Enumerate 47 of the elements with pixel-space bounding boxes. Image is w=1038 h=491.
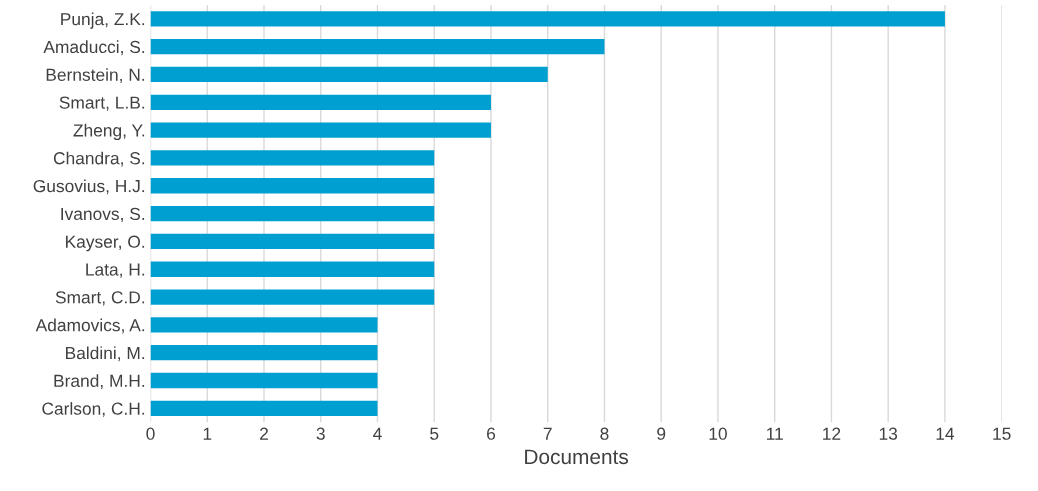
y-tick-label: Lata, H. <box>86 263 145 278</box>
y-tick-label: Adamovics, A. <box>35 318 145 334</box>
x-tick-label: 1 <box>203 427 212 440</box>
bar <box>150 372 378 389</box>
y-tick-label: Baldini, M. <box>66 346 145 362</box>
bar <box>150 261 435 277</box>
x-tick-label: 0 <box>146 427 155 440</box>
y-tick-label: Ivanovs, S. <box>61 207 145 223</box>
x-tick-label: 8 <box>600 427 609 440</box>
y-tick-label: Amaducci, S. <box>43 40 145 56</box>
bar <box>150 289 435 305</box>
bar <box>150 94 491 110</box>
x-tick-label: 3 <box>316 427 325 440</box>
bar <box>150 122 491 138</box>
x-tick-label: 14 <box>936 427 955 440</box>
y-tick-label: Chandra, S. <box>53 151 145 167</box>
y-tick-label: Zheng, Y. <box>73 123 145 141</box>
x-tick-label: 2 <box>260 427 268 440</box>
x-tick-label: 11 <box>767 427 783 440</box>
bar <box>150 205 435 222</box>
bar <box>150 400 378 416</box>
bar <box>150 38 605 55</box>
y-tick-label: Gusovius, H.J. <box>33 179 145 195</box>
x-tick-label: 7 <box>543 427 552 440</box>
bar <box>150 11 945 27</box>
bar <box>150 178 435 194</box>
x-tick-label: 9 <box>657 427 666 440</box>
y-tick-label: Smart, L.B. <box>59 96 145 111</box>
x-tick-label: 4 <box>373 427 382 440</box>
y-tick-label: Punja, Z.K. <box>61 12 145 29</box>
y-tick-label: Smart, C.D. <box>55 291 145 306</box>
y-tick-label: Bernstein, N. <box>46 68 145 83</box>
y-tick-label: Carlson, C.H. <box>42 402 145 417</box>
x-tick-label: 12 <box>823 427 841 440</box>
x-tick-label: 10 <box>709 427 727 440</box>
x-tick-label: 6 <box>487 427 496 440</box>
bar <box>150 66 548 83</box>
y-tick-label: Kayser, O. <box>66 235 145 252</box>
bar <box>150 317 378 333</box>
bar <box>150 233 435 250</box>
bar <box>150 345 378 361</box>
x-tick-label: 15 <box>993 427 1011 440</box>
x-tick-label: 5 <box>430 427 439 440</box>
x-axis-title: Documents <box>525 449 629 465</box>
y-tick-label: Brand, M.H. <box>54 374 145 390</box>
bar <box>150 150 435 166</box>
x-tick-label: 13 <box>879 427 898 440</box>
